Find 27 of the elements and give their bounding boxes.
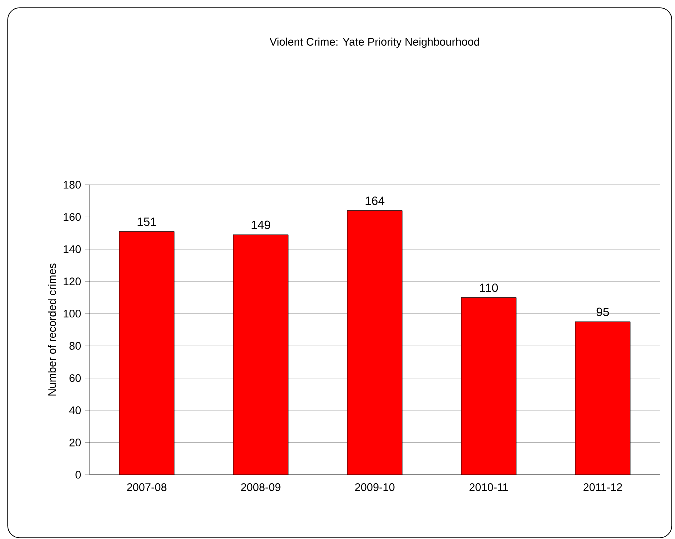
bar <box>120 232 174 475</box>
x-tick-label: 2007-08 <box>127 484 167 492</box>
bar <box>234 234 289 475</box>
y-tick-label: 80 <box>70 342 82 350</box>
y-tick-label: 180 <box>64 181 82 189</box>
data-label: 151 <box>138 218 156 226</box>
data-label: 110 <box>480 284 498 292</box>
y-tick-label: 120 <box>64 278 82 286</box>
y-tick-label: 160 <box>64 213 82 222</box>
x-tick-label: 2009-10 <box>355 484 395 492</box>
y-tick-label: 100 <box>64 310 82 318</box>
bar <box>462 298 516 475</box>
y-tick-label: 40 <box>69 406 82 414</box>
y-tick-label: 60 <box>70 374 82 382</box>
x-tick-label: 2011-12 <box>584 484 622 492</box>
data-label: 95 <box>596 308 610 316</box>
y-tick-label: 20 <box>70 438 82 447</box>
data-label: 164 <box>366 196 385 206</box>
y-tick-label: 0 <box>76 471 82 479</box>
bar <box>575 322 631 475</box>
x-tick-label: 2008-09 <box>241 484 281 492</box>
y-tick-label: 140 <box>64 246 82 254</box>
x-tick-label: 2010-11 <box>470 484 508 492</box>
bar <box>348 210 402 475</box>
data-label: 149 <box>252 220 270 230</box>
chart-title: Violent Crime: Yate Priority Neighbourhood <box>270 38 480 48</box>
y-axis-title: Number of recorded crimes <box>48 264 56 396</box>
